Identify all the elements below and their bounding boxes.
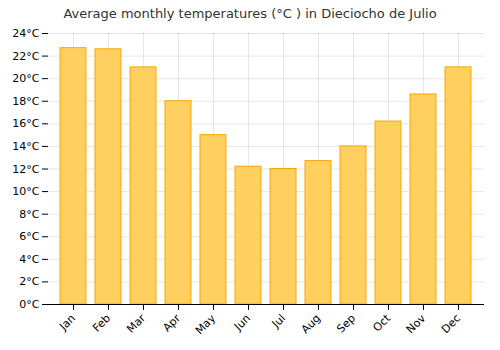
svg-text:Aug: Aug — [299, 312, 323, 336]
svg-text:Feb: Feb — [90, 312, 113, 335]
svg-text:8°C: 8°C — [19, 208, 39, 221]
svg-text:Nov: Nov — [404, 311, 429, 336]
svg-text:Oct: Oct — [370, 311, 393, 334]
svg-text:16°C: 16°C — [12, 117, 39, 130]
svg-text:0°C: 0°C — [19, 298, 39, 311]
svg-text:Jun: Jun — [231, 312, 253, 334]
html-text:Average monthly temperatures (: Average monthly temperatures (°C ) in Di… — [63, 6, 437, 21]
svg-text:Apr: Apr — [160, 311, 183, 334]
svg-text:14°C: 14°C — [12, 140, 39, 153]
svg-text:6°C: 6°C — [19, 230, 39, 243]
svg-text:Jul: Jul — [269, 312, 288, 331]
svg-text:12°C: 12°C — [12, 163, 39, 176]
svg-text:20°C: 20°C — [12, 72, 39, 85]
svg-text:18°C: 18°C — [12, 95, 39, 108]
svg-text:Jan: Jan — [56, 312, 78, 334]
svg-text:Sep: Sep — [334, 312, 358, 336]
svg-text:22°C: 22°C — [12, 50, 39, 63]
svg-text:10°C: 10°C — [12, 185, 39, 198]
svg-text:May: May — [193, 311, 219, 337]
svg-text:2°C: 2°C — [19, 275, 39, 288]
svg-text:Mar: Mar — [124, 311, 148, 335]
svg-text:Dec: Dec — [439, 312, 463, 336]
svg-text:24°C: 24°C — [12, 27, 39, 40]
svg-text:4°C: 4°C — [19, 253, 39, 266]
